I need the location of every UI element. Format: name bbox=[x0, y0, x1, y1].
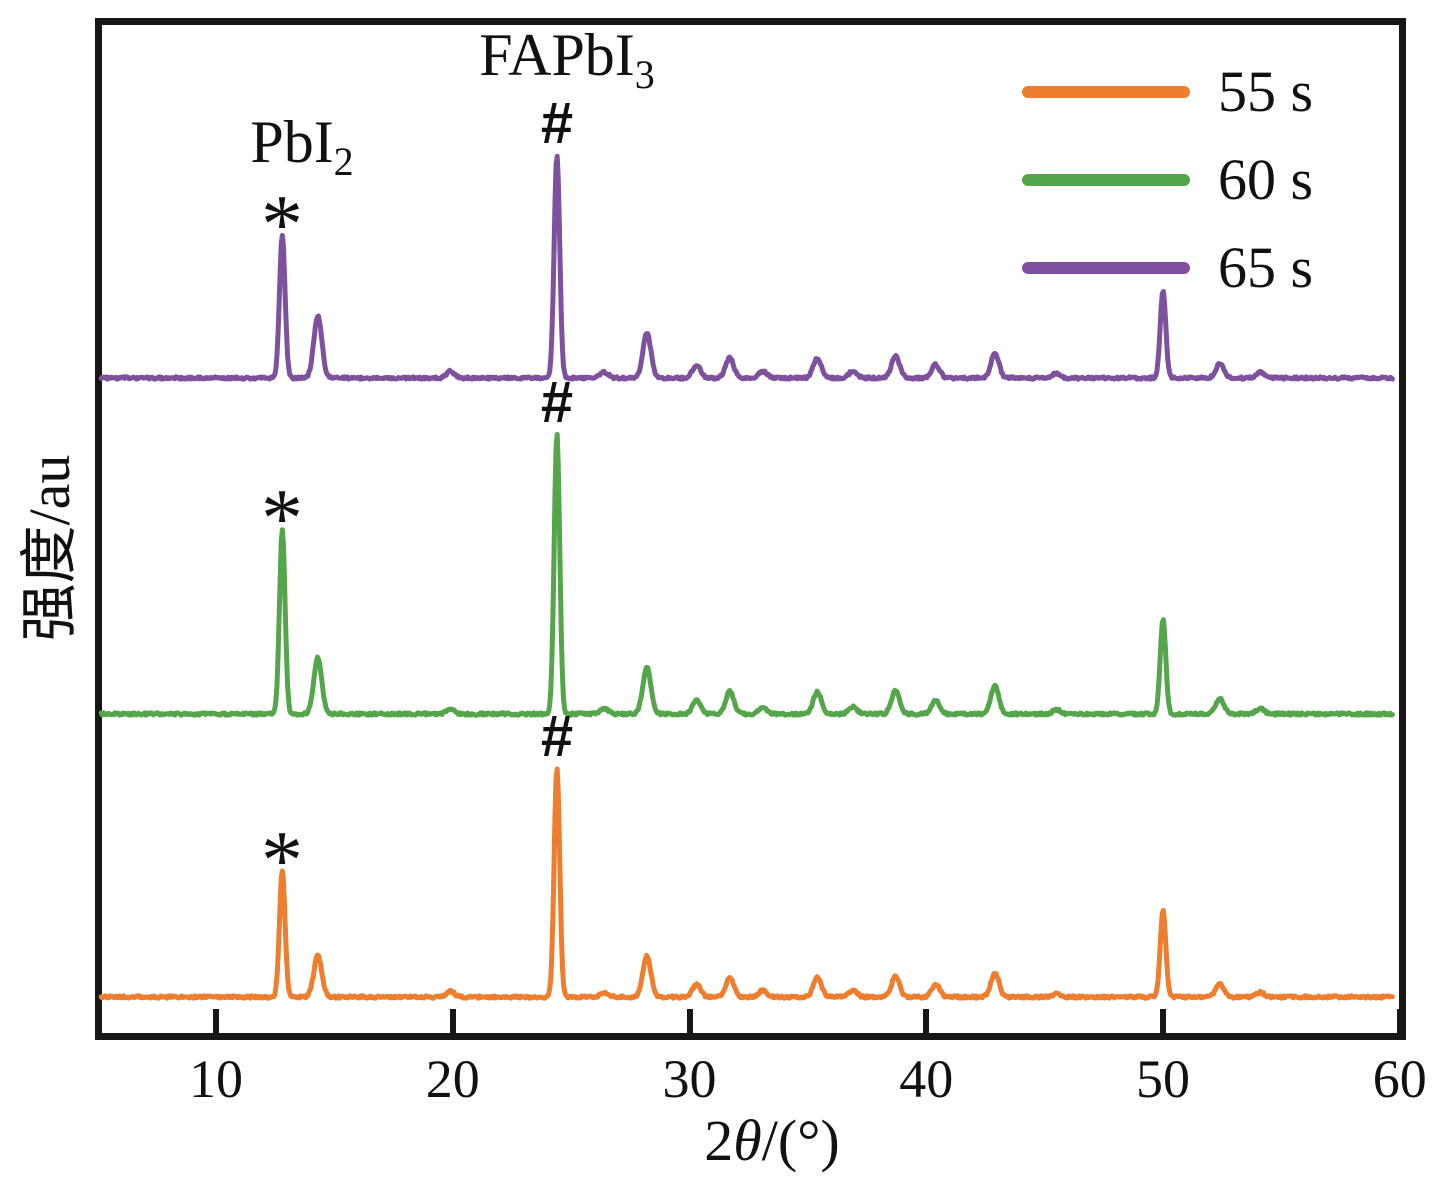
legend-row-60s: 60 s bbox=[1022, 136, 1313, 224]
legend-swatch-60s bbox=[1022, 174, 1190, 186]
x-tick-40 bbox=[923, 1009, 930, 1033]
x-tick-label-40: 40 bbox=[899, 1049, 954, 1109]
phase-label-fapbi3-sub: 3 bbox=[634, 52, 655, 97]
legend-row-55s: 55 s bbox=[1022, 48, 1313, 136]
y-axis-label: 强度/au bbox=[17, 454, 82, 642]
x-axis-label-post: /(°) bbox=[761, 1108, 840, 1173]
x-tick-label-50: 50 bbox=[1136, 1049, 1190, 1109]
x-tick-label-10: 10 bbox=[189, 1049, 243, 1109]
phase-label-pbi2: PbI2 bbox=[250, 112, 353, 182]
peak-marker-hash-65s: # bbox=[540, 91, 574, 156]
phase-label-fapbi3-text: FAPbI bbox=[479, 22, 635, 88]
legend-label-60s: 60 s bbox=[1218, 147, 1314, 212]
legend-row-65s: 65 s bbox=[1022, 224, 1313, 312]
legend: 55 s 60 s 65 s bbox=[1022, 48, 1313, 312]
phase-label-fapbi3: FAPbI3 bbox=[479, 25, 655, 95]
x-tick-label-60: 60 bbox=[1372, 1049, 1427, 1109]
x-tick-50 bbox=[1160, 1009, 1166, 1033]
x-tick-20 bbox=[449, 1009, 456, 1033]
phase-label-pbi2-text: PbI bbox=[250, 109, 334, 175]
x-tick-60 bbox=[1396, 1009, 1403, 1033]
phase-label-pbi2-sub: 2 bbox=[333, 139, 354, 184]
peak-marker-star-65s: * bbox=[261, 178, 303, 271]
peak-marker-hash-55s: # bbox=[540, 704, 574, 769]
x-tick-label-20: 20 bbox=[425, 1049, 480, 1109]
x-tick-10 bbox=[213, 1009, 219, 1033]
x-axis-label-theta: θ bbox=[733, 1108, 762, 1173]
x-axis-label-pre: 2 bbox=[704, 1108, 734, 1173]
legend-label-55s: 55 s bbox=[1218, 59, 1314, 124]
legend-swatch-55s bbox=[1022, 86, 1190, 98]
x-axis-label: 2θ/(°) bbox=[704, 1112, 839, 1170]
x-tick-label-30: 30 bbox=[662, 1049, 717, 1109]
legend-swatch-65s bbox=[1022, 262, 1190, 274]
peak-marker-star-60s: * bbox=[261, 472, 303, 565]
legend-label-65s: 65 s bbox=[1218, 235, 1314, 300]
peak-marker-hash-60s: # bbox=[540, 370, 574, 435]
peak-marker-star-55s: * bbox=[261, 814, 303, 907]
x-tick-30 bbox=[686, 1009, 693, 1033]
